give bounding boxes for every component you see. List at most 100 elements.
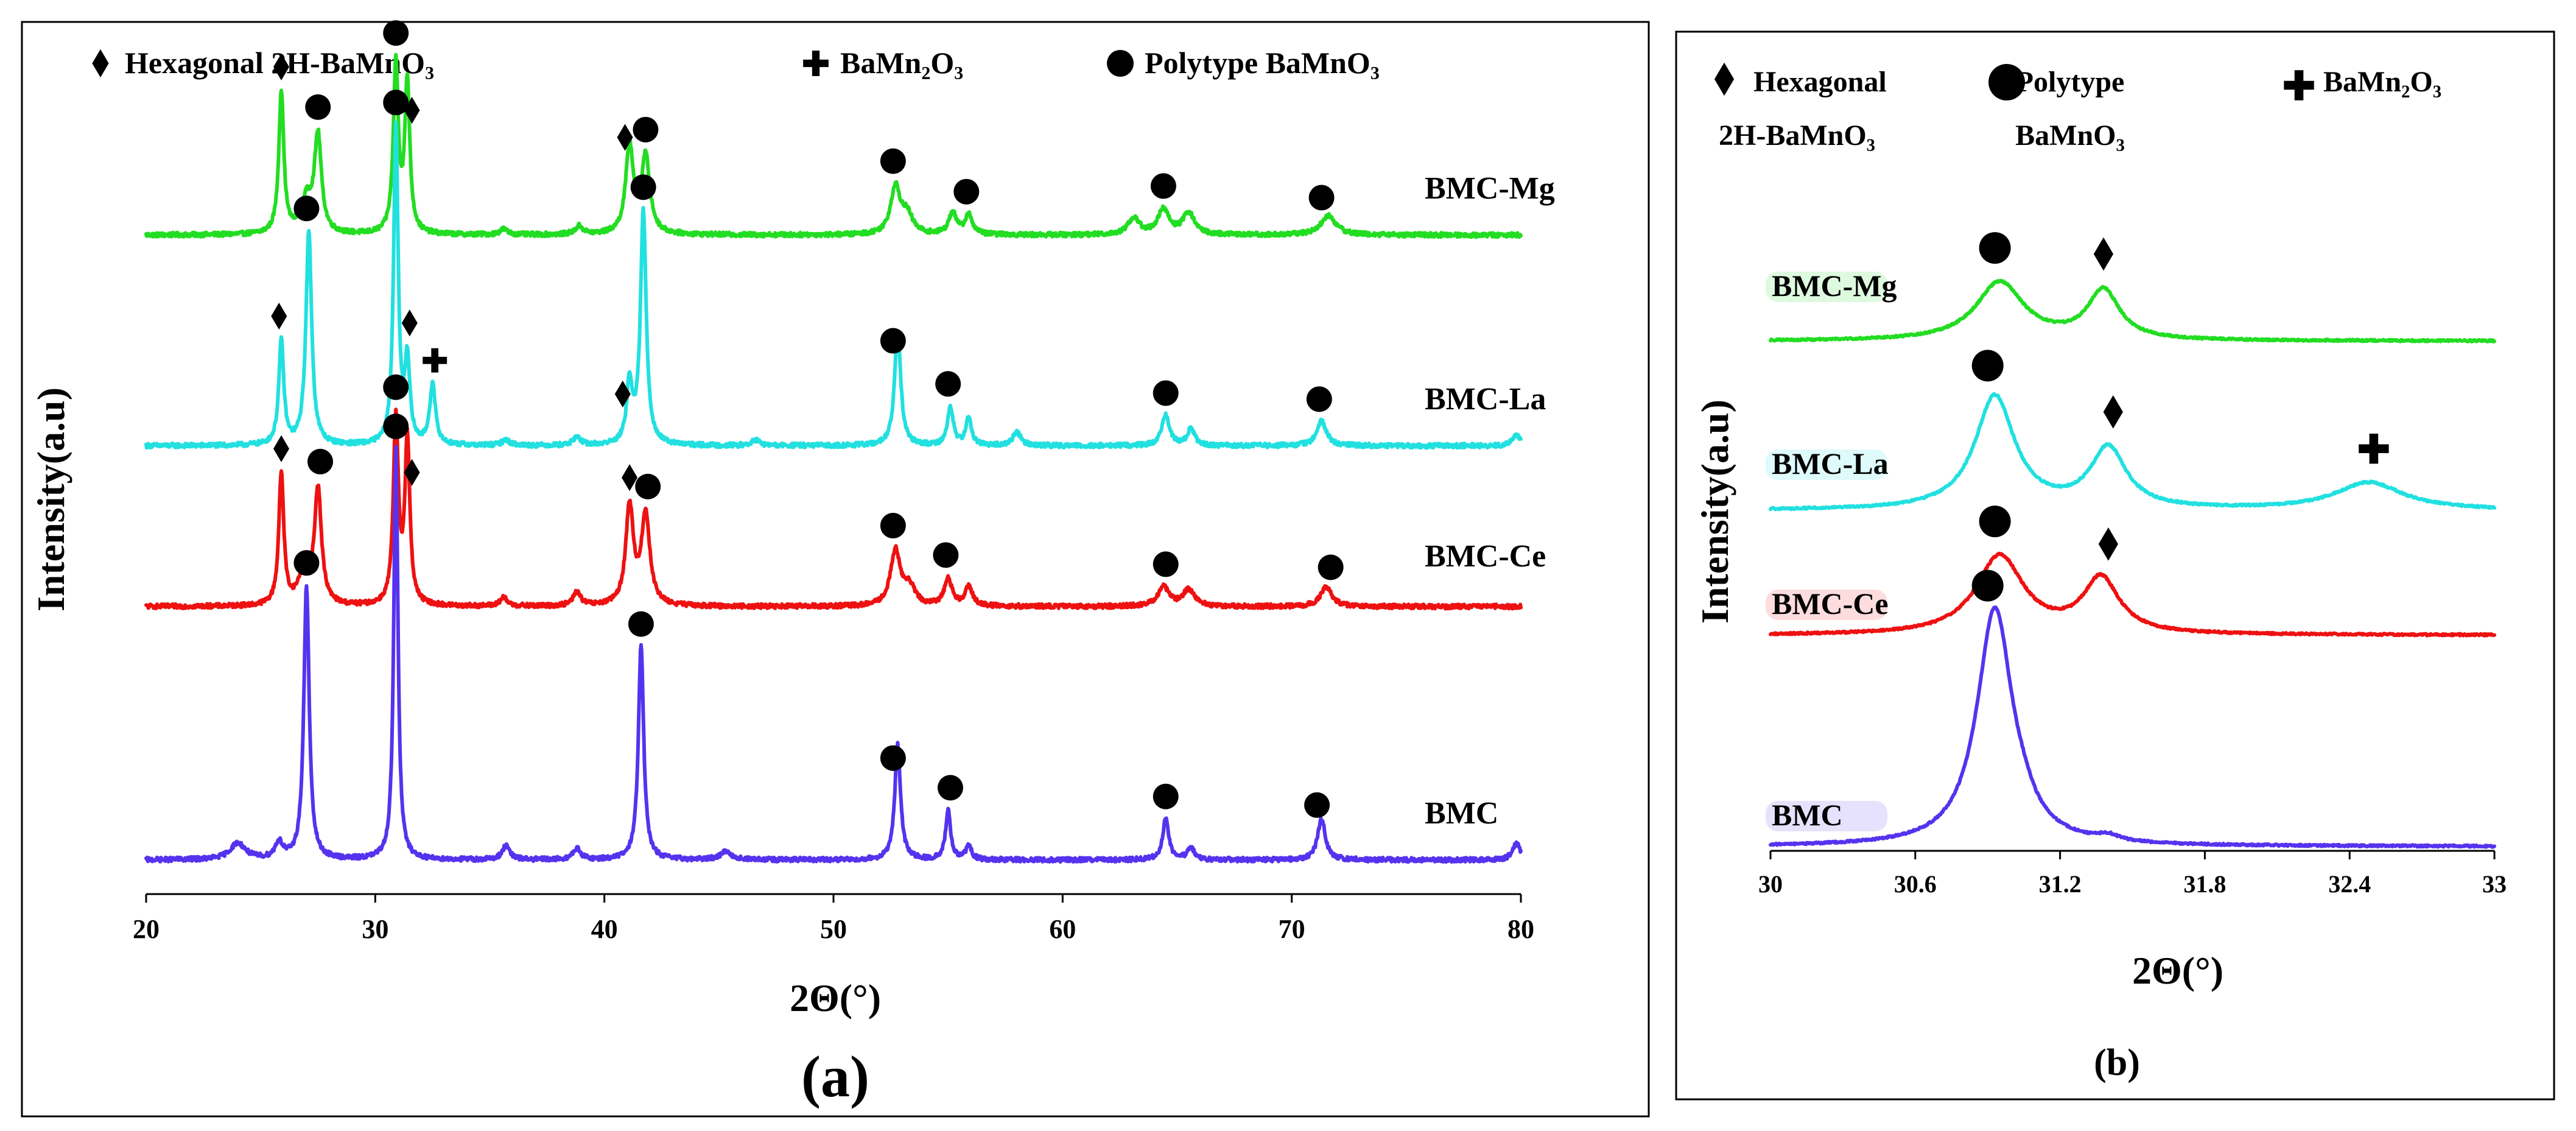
legend-label: Hexagonal: [1753, 66, 1887, 98]
panel-b-border: [1675, 30, 2555, 1101]
x-tick-label: 20: [133, 914, 160, 944]
x-tick-label: 32.4: [2328, 870, 2371, 898]
panel-a-caption: (a): [801, 1044, 869, 1109]
circle-marker: [628, 611, 654, 637]
circle-marker: [880, 148, 906, 174]
series-label-bmc: BMC: [1425, 796, 1498, 831]
circle-marker: [383, 414, 409, 440]
x-tick-label: 31.2: [2039, 870, 2082, 898]
x-tick-label: 31.8: [2183, 870, 2226, 898]
legend-label: 2H-BaMnO₃: [1719, 119, 1875, 152]
panel-b-traces: [1769, 278, 2496, 849]
panel-a-traces: [144, 52, 1523, 864]
legend-label: BaMnO₃: [2015, 119, 2125, 152]
legend-label: Polytype: [2016, 66, 2125, 98]
diamond-marker: [273, 53, 290, 80]
panel-a-x-axis-label: 2Θ(°): [790, 976, 881, 1020]
diamond-marker: [2093, 237, 2114, 271]
panel-a-markers: [271, 20, 1344, 818]
legend-diamond-icon: [92, 49, 109, 78]
circle-marker: [1979, 232, 2011, 264]
x-tick-label: 33: [2482, 870, 2507, 898]
x-tick-label: 30: [1758, 870, 1783, 898]
legend-diamond-icon: [1714, 62, 1735, 96]
circle-marker: [953, 178, 980, 205]
diamond-marker: [614, 380, 631, 408]
panel-b-x-axis-label: 2Θ(°): [2132, 949, 2223, 992]
diamond-marker: [271, 303, 287, 330]
series-line-bmc-la: [1769, 392, 2496, 512]
series-line-bmc: [144, 445, 1523, 864]
series-line-bmc-mg: [1769, 278, 2496, 344]
series-label-bmc-la: BMC-La: [1425, 382, 1546, 417]
diamond-marker: [404, 459, 420, 486]
series-label-highlight: [1766, 801, 1887, 831]
x-tick-label: 40: [591, 914, 618, 944]
circle-marker: [880, 328, 906, 354]
panel-b: Hexagonal2H-BaMnO₃PolytypeBaMnO₃BaMn₂O₃ …: [1675, 30, 2555, 1101]
series-label-bmc-ce: BMC-Ce: [1425, 539, 1546, 574]
legend-plus-icon: [2284, 70, 2314, 100]
circle-marker: [1304, 792, 1330, 818]
panel-b-x-axis: 30 30.6 31.2 31.8 32.4 33: [1758, 850, 2507, 898]
circle-marker: [1971, 350, 2004, 382]
panel-b-markers: [1971, 232, 2389, 602]
circle-marker: [307, 448, 334, 474]
panel-a-border: [21, 21, 1650, 1118]
panel-a-y-axis-label: Intensity(a.u): [29, 387, 72, 611]
circle-marker: [633, 116, 659, 143]
panel-a: Hexagonal 2H-BaMnO₃ BaMn₂O₃ Polytype BaMnO…: [21, 20, 1650, 1118]
plus-marker: [423, 348, 447, 373]
legend-label: BaMn₂O₃: [2323, 66, 2441, 98]
series-line-bmc-mg: [144, 52, 1523, 239]
circle-marker: [1308, 185, 1335, 211]
x-tick-label: 60: [1049, 914, 1076, 944]
series-label-bmc: BMC: [1772, 798, 1843, 832]
circle-marker: [383, 20, 409, 46]
panel-a-series-labels: BMC-Mg BMC-La BMC-Ce BMC: [1425, 171, 1555, 831]
diamond-marker: [2103, 395, 2123, 429]
circle-marker: [937, 775, 963, 801]
circle-marker: [1150, 173, 1176, 199]
plus-marker: [2359, 434, 2389, 464]
legend-label: BaMn₂O₃: [840, 46, 963, 80]
panel-a-x-axis: 20 30 40 50 60 70 80: [133, 893, 1534, 944]
circle-marker: [933, 542, 959, 568]
circle-marker: [383, 374, 409, 400]
diamond-marker: [401, 309, 418, 337]
series-label-bmc-la: BMC-La: [1772, 446, 1889, 481]
series-label-bmc-ce: BMC-Ce: [1772, 587, 1889, 621]
panel-b-series-labels: BMC-Mg BMC-La BMC-Ce BMC: [1766, 269, 1897, 832]
circle-marker: [1153, 551, 1179, 577]
series-line-bmc-ce: [1769, 551, 2496, 638]
circle-marker: [1153, 380, 1179, 406]
series-line-bmc-la: [144, 120, 1523, 450]
series-label-highlight: [1766, 590, 1887, 620]
circle-marker: [293, 550, 320, 576]
circle-marker: [880, 513, 906, 539]
circle-marker: [293, 196, 320, 222]
circle-marker: [880, 745, 906, 771]
x-tick-label: 30: [362, 914, 388, 944]
legend-circle-icon: [1988, 64, 2025, 100]
legend-label: Polytype BaMnO₃: [1145, 46, 1380, 80]
panel-b-y-axis-label: Intensity(a.u): [1693, 400, 1736, 624]
diamond-marker: [622, 464, 638, 492]
x-tick-label: 50: [820, 914, 847, 944]
diamond-marker: [273, 435, 290, 462]
legend-circle-icon: [1107, 50, 1134, 77]
circle-marker: [305, 94, 331, 120]
series-label-bmc-mg: BMC-Mg: [1772, 269, 1897, 303]
circle-marker: [1971, 569, 2004, 602]
circle-marker: [635, 473, 661, 499]
series-line-bmc: [1769, 605, 2496, 849]
series-label-highlight: [1766, 449, 1887, 480]
circle-marker: [1306, 386, 1332, 412]
series-label-bmc-mg: BMC-Mg: [1425, 171, 1555, 206]
x-tick-label: 80: [1507, 914, 1534, 944]
circle-marker: [383, 90, 409, 116]
panel-b-caption: (b): [2094, 1042, 2140, 1083]
diamond-marker: [2098, 527, 2118, 561]
circle-marker: [630, 174, 656, 200]
